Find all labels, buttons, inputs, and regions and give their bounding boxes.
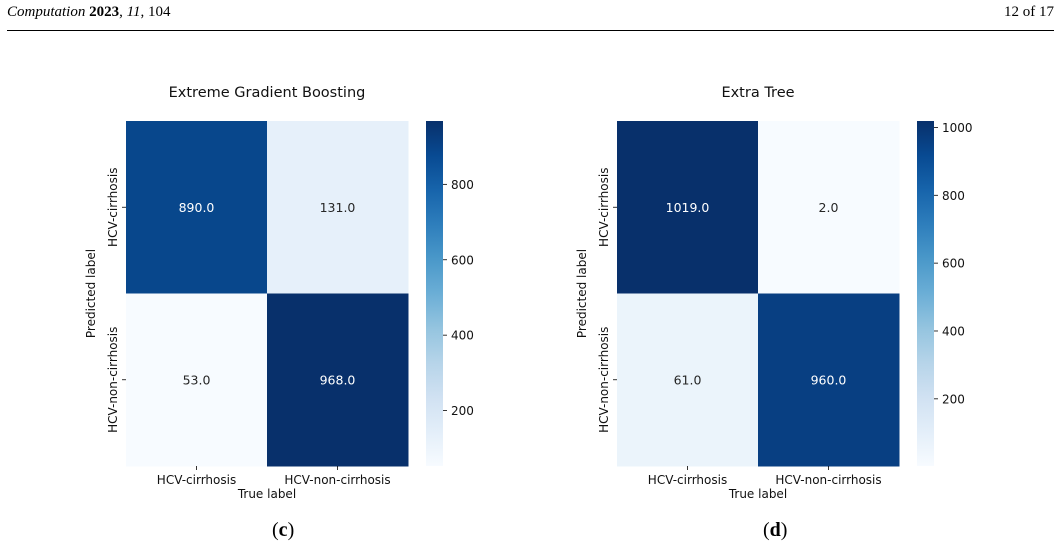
heatmap-cell — [267, 121, 409, 294]
page-number: 12 of 17 — [1004, 4, 1054, 20]
cell-value-label: 61.0 — [674, 372, 702, 387]
x-axis-label: True label — [237, 487, 296, 501]
colorbar-tick-label: 400 — [451, 329, 474, 343]
cell-value-label: 2.0 — [819, 200, 839, 215]
cell-value-label: 968.0 — [320, 372, 356, 387]
running-header: Computation 2023, 11, 104 12 of 17 — [7, 0, 1054, 31]
x-tick-label: HCV-cirrhosis — [157, 473, 236, 487]
heatmap-cell — [267, 293, 409, 467]
y-axis-label: Predicted label — [84, 249, 98, 338]
heatmap-cell — [126, 293, 268, 467]
colorbar-tick-label: 200 — [942, 392, 965, 406]
chart-title: Extreme Gradient Boosting — [169, 85, 366, 101]
chart-title: Extra Tree — [721, 85, 794, 101]
heatmap-cell — [758, 121, 900, 294]
cell-value-label: 1019.0 — [666, 200, 710, 215]
heatmap-cell — [617, 121, 759, 294]
journal-name: Computation — [7, 4, 86, 20]
cell-value-label: 53.0 — [183, 372, 211, 387]
journal-volume: 11 — [126, 4, 141, 20]
panel-label-c-close: ) — [287, 519, 295, 541]
y-axis-label: Predicted label — [575, 249, 589, 338]
colorbar-tick-label: 200 — [451, 404, 474, 418]
chart-c: Extreme Gradient Boosting 890.0 131.0 53.0 9… — [84, 85, 474, 501]
heatmap-cell — [126, 121, 268, 294]
panel-label-d: (d) — [763, 519, 787, 542]
panel-label-d-letter: d — [769, 519, 781, 541]
colorbar-tick-label: 600 — [451, 253, 474, 267]
y-tick-label: HCV-cirrhosis — [597, 168, 611, 247]
cell-value-label: 131.0 — [320, 200, 356, 215]
panel-label-c: (c) — [272, 519, 294, 542]
panel-label-c-letter: c — [278, 519, 288, 541]
x-tick-label: HCV-cirrhosis — [648, 473, 727, 487]
colorbar-tick-label: 400 — [942, 324, 965, 338]
article-number: 104 — [147, 4, 171, 20]
panel-label-d-close: ) — [780, 519, 788, 541]
x-tick-label: HCV-non-cirrhosis — [284, 473, 390, 487]
x-tick-label: HCV-non-cirrhosis — [775, 473, 881, 487]
colorbar-tick-label: 1000 — [942, 121, 973, 135]
panel-label-d-open: ( — [763, 519, 770, 541]
chart-d: Extra Tree 1019.0 2.0 61.0 960.0 HCV-cirrhosi… — [575, 85, 973, 501]
cell-value-label: 960.0 — [811, 372, 847, 387]
x-axis-label: True label — [728, 487, 787, 501]
colorbar — [917, 121, 934, 466]
colorbar — [426, 121, 443, 466]
journal-year: 2023 — [89, 4, 120, 20]
colorbar-tick-label: 800 — [451, 178, 474, 192]
panel-label-c-open: ( — [272, 519, 279, 541]
y-tick-label: HCV-cirrhosis — [106, 168, 120, 247]
heatmap-cell — [758, 293, 900, 467]
cell-value-label: 890.0 — [179, 200, 215, 215]
heatmap-cell — [617, 293, 759, 467]
journal-citation: Computation 2023, 11, 104 — [7, 4, 171, 20]
colorbar-tick-label: 600 — [942, 257, 965, 271]
y-tick-label: HCV-non-cirrhosis — [106, 327, 120, 433]
colorbar-tick-label: 800 — [942, 189, 965, 203]
y-tick-label: HCV-non-cirrhosis — [597, 327, 611, 433]
